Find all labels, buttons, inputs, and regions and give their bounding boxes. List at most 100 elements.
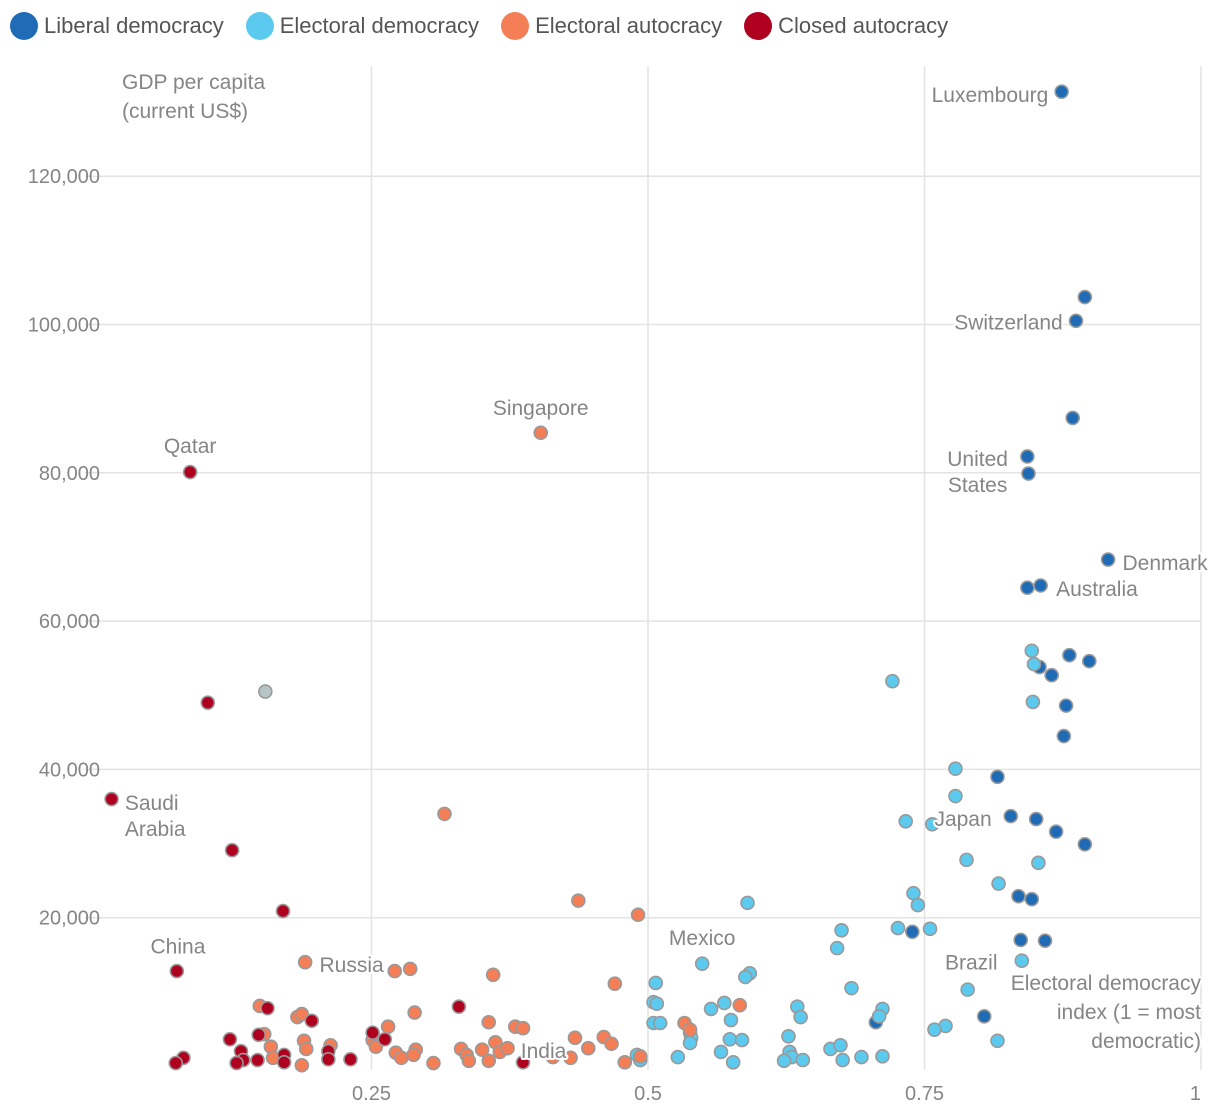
data-point [275, 903, 291, 919]
legend-label: Closed autocracy [778, 13, 949, 38]
legend-label: Electoral democracy [279, 13, 480, 38]
country-label-line: Arabia [125, 818, 186, 841]
data-point [1021, 466, 1036, 481]
country-label: Luxembourg [932, 84, 1049, 107]
data-point [485, 967, 501, 983]
data-point [725, 1054, 741, 1070]
country-label: Japan [934, 808, 991, 831]
data-point [229, 1055, 244, 1071]
data-point [1024, 643, 1040, 659]
data-point [258, 684, 273, 699]
x-axis-title: Electoral democracy index (1 = most democr… [1011, 972, 1202, 1053]
data-point [885, 673, 900, 689]
data-point [437, 806, 452, 822]
data-point [1058, 698, 1074, 713]
data-point [461, 1053, 477, 1069]
data-point [567, 1030, 583, 1046]
data-point [990, 769, 1005, 785]
y-tick-label: 60,000 [39, 611, 100, 633]
data-point [545, 1049, 561, 1065]
country-label: Singapore [493, 397, 589, 420]
data-point [474, 1042, 490, 1057]
data-point [1048, 824, 1064, 839]
data-point [734, 1032, 750, 1048]
data-point [1062, 647, 1077, 663]
country-label: Denmark [1122, 552, 1208, 575]
legend-label: Electoral autocracy [535, 13, 723, 38]
x-axis-title-line: democratic) [1091, 1030, 1201, 1053]
data-point [632, 1049, 648, 1064]
legend-item-electoral-democracy[interactable]: Electoral democracy [245, 12, 480, 40]
country-label: Saudi Arabia [125, 792, 186, 841]
data-point [533, 425, 549, 441]
y-axis-title-line: (current US$) [122, 100, 248, 123]
data-point [924, 816, 940, 832]
x-axis-title-line: index (1 = most [1057, 1001, 1201, 1024]
data-point [1077, 836, 1093, 852]
data-point [1100, 552, 1116, 567]
data-point [630, 907, 646, 923]
data-point [406, 1047, 421, 1063]
data-point [481, 1053, 497, 1069]
country-label-line: India [521, 1040, 567, 1063]
country-label: Qatar [164, 435, 217, 458]
country-label-line: Australia [1056, 578, 1138, 601]
data-point [713, 1044, 729, 1060]
data-point [607, 976, 623, 991]
data-point [394, 1050, 409, 1066]
y-tick-label: 100,000 [28, 315, 100, 337]
data-point [182, 464, 198, 480]
country-label: Australia [1056, 578, 1138, 601]
x-tick-label: 0.25 [352, 1083, 391, 1105]
data-point [906, 885, 921, 901]
x-tick-label: 0.75 [905, 1083, 944, 1105]
y-tick-label: 80,000 [39, 463, 100, 485]
data-point [1013, 932, 1029, 948]
data-point [1077, 289, 1093, 305]
data-point [905, 924, 920, 940]
data-point [294, 1006, 310, 1022]
data-point [500, 1040, 515, 1056]
legend-swatch [744, 12, 773, 40]
data-point [380, 1019, 396, 1035]
data-point [1037, 933, 1053, 948]
country-label-line: China [151, 935, 206, 958]
country-label: China [151, 935, 206, 958]
country-label-line: Switzerland [954, 312, 1063, 335]
data-point [294, 1057, 310, 1073]
data-point [617, 1054, 633, 1070]
country-label-line: Singapore [493, 397, 589, 420]
legend-item-electoral-autocracy[interactable]: Electoral autocracy [501, 12, 722, 40]
data-point [407, 1005, 422, 1020]
data-point [1033, 578, 1048, 593]
country-label-line: Saudi [125, 792, 179, 815]
legend-item-liberal-democracy[interactable]: Liberal democracy [10, 12, 224, 40]
data-point [1028, 811, 1044, 827]
data-point [740, 895, 755, 911]
data-point [168, 1055, 184, 1071]
data-point [960, 982, 975, 997]
country-label-line: Brazil [945, 952, 998, 975]
data-point [451, 999, 467, 1014]
data-point [276, 1054, 292, 1070]
legend-item-closed-autocracy[interactable]: Closed autocracy [744, 12, 948, 40]
data-point [297, 954, 313, 970]
data-point [321, 1052, 336, 1067]
y-tick-label: 20,000 [39, 908, 100, 930]
legend-label: Liberal democracy [44, 13, 224, 38]
data-point [250, 1052, 265, 1068]
data-point [854, 1049, 869, 1065]
data-point [387, 963, 403, 979]
data-point [343, 1052, 358, 1067]
data-point [682, 1035, 698, 1051]
country-label-line: States [948, 474, 1008, 497]
data-point [1024, 891, 1040, 907]
data-point [990, 1033, 1005, 1049]
data-point [652, 1015, 668, 1031]
data-point [738, 969, 753, 985]
x-tick-label: 1 [1190, 1083, 1201, 1105]
country-label-line: Luxembourg [932, 84, 1049, 107]
country-label-line: Japan [934, 808, 991, 831]
x-axis-title-line: Electoral democracy [1011, 972, 1202, 995]
